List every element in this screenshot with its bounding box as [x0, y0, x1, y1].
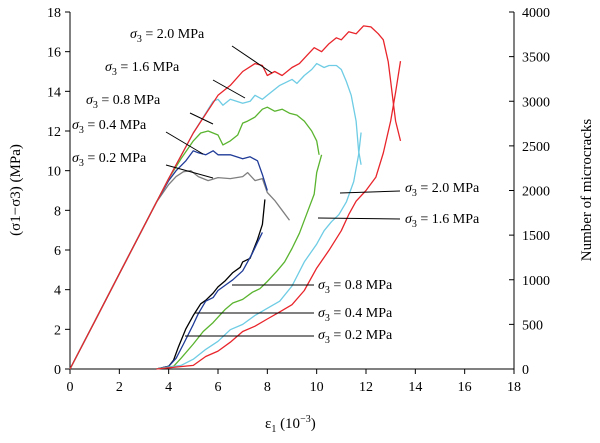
right-y-tick-label: 1500 [522, 229, 550, 244]
ticks-layer: 0 2 4 6 8 10 12 14 16 180246810121416180500100015… [47, 6, 550, 395]
annotation-subscript: 3 [412, 219, 417, 230]
annotation-symbol: σ [405, 212, 413, 227]
right-y-tick-label: 0 [522, 363, 529, 378]
annotation-subscript: 3 [137, 34, 142, 45]
x-tick-label: 16 [458, 380, 472, 395]
annotation-subscript: 3 [325, 313, 330, 324]
annotation-value: = 0.4 MPa [330, 306, 393, 321]
series-layer [69, 25, 402, 370]
x-axis-title-sub: 1 [271, 424, 276, 435]
annotation-symbol: σ [318, 306, 326, 321]
annotation-subscript: 3 [325, 285, 330, 296]
right-y-tick-label: 2000 [522, 185, 550, 200]
annotation-leader-line [165, 131, 204, 155]
stress-curve-2 [69, 106, 320, 370]
annotation-label: σ3 = 2.0 MPa [130, 27, 205, 45]
right-y-tick-label: 3000 [522, 95, 550, 110]
right-y-tick-label: 4000 [522, 6, 550, 21]
stress-curve-3 [69, 62, 362, 370]
annotation-symbol: σ [130, 27, 138, 42]
annotation-symbol: σ [72, 151, 80, 166]
x-tick-label: 8 [264, 380, 271, 395]
annotation-leader-line [212, 79, 246, 99]
annotation-subscript: 3 [112, 67, 117, 78]
right-y-axis-title: Number of microcracks [579, 119, 595, 262]
right-y-tick-label: 500 [522, 318, 543, 333]
left-y-tick-label: 4 [54, 284, 61, 299]
annotation-symbol: σ [105, 60, 113, 75]
x-axis-title-exp: −3 [300, 414, 311, 425]
left-y-tick-label: 6 [54, 244, 61, 259]
annotation-subscript: 3 [93, 100, 98, 111]
x-axis-title-end: ) [311, 416, 316, 432]
annotation-label: σ3 = 2.0 MPa [405, 181, 480, 199]
x-tick-label: 6 [215, 380, 222, 395]
x-axis-title: ε1 (10−3) [265, 414, 316, 435]
x-axis-title-main: ε [265, 416, 271, 432]
annotation-label: σ3 = 0.4 MPa [72, 118, 147, 136]
microcrack-curve-6 [156, 232, 263, 370]
annotation-subscript: 3 [79, 158, 84, 169]
left-y-tick-label: 18 [47, 6, 61, 21]
annotation-value: = 2.0 MPa [417, 181, 480, 196]
annotation-value: = 0.2 MPa [330, 328, 393, 343]
annotation-symbol: σ [318, 328, 326, 343]
annotation-label: σ3 = 0.2 MPa [318, 328, 393, 346]
annotation-subscript: 3 [325, 335, 330, 346]
left-y-tick-label: 16 [47, 46, 61, 61]
annotation-leader-line [189, 112, 214, 125]
x-tick-label: 4 [165, 380, 172, 395]
microcrack-curve-7 [156, 154, 323, 370]
annotation-value: = 0.8 MPa [98, 93, 161, 108]
annotation-value: = 0.2 MPa [84, 151, 147, 166]
right-y-tick-label: 1000 [522, 274, 550, 289]
annotation-label: σ3 = 0.8 MPa [86, 93, 161, 111]
annotation-value: = 0.4 MPa [84, 118, 147, 133]
x-tick-label: 14 [408, 380, 422, 395]
annotation-label: σ3 = 0.4 MPa [318, 306, 393, 324]
annotation-value: = 2.0 MPa [142, 27, 205, 42]
microcrack-curve-9 [156, 60, 402, 370]
annotation-value: = 0.8 MPa [330, 278, 393, 293]
annotation-subscript: 3 [79, 125, 84, 136]
annotation-label: σ3 = 1.6 MPa [405, 212, 480, 230]
microcrack-curve-8 [156, 132, 362, 370]
left-y-tick-label: 12 [47, 125, 61, 140]
right-y-tick-label: 3500 [522, 51, 550, 66]
annotation-leader-line [317, 217, 401, 220]
x-axis-title-tail: (10 [276, 416, 300, 432]
right-y-tick-label: 2500 [522, 140, 550, 155]
annotation-value: = 1.6 MPa [417, 212, 480, 227]
annotation-leader-line [339, 190, 401, 194]
left-y-tick-label: 2 [54, 323, 61, 338]
annotation-label: σ3 = 0.8 MPa [318, 278, 393, 296]
x-tick-label: 18 [507, 380, 521, 395]
annotation-symbol: σ [86, 93, 94, 108]
left-y-tick-label: 8 [54, 204, 61, 219]
annotation-leader-line [165, 164, 214, 179]
x-tick-label: 10 [310, 380, 324, 395]
annotation-symbol: σ [72, 118, 80, 133]
annotation-label: σ3 = 1.6 MPa [105, 60, 180, 78]
x-tick-label: 12 [359, 380, 373, 395]
x-tick-label: 2 [116, 380, 123, 395]
stress-curve-4 [69, 25, 402, 370]
left-y-tick-label: 14 [47, 85, 61, 100]
annotation-symbol: σ [318, 278, 326, 293]
left-y-tick-label: 0 [54, 363, 61, 378]
left-y-axis-title: (σ1−σ3) (MPa) [8, 144, 24, 236]
microcrack-curve-5 [156, 199, 266, 370]
annotation-leader-line [231, 45, 273, 74]
annotation-label: σ3 = 0.2 MPa [72, 151, 147, 169]
annotation-symbol: σ [405, 181, 413, 196]
annotation-value: = 1.6 MPa [117, 60, 180, 75]
stress-curve-0 [69, 170, 291, 370]
left-y-tick-label: 10 [47, 165, 61, 180]
annotation-subscript: 3 [412, 188, 417, 199]
x-tick-label: 0 [67, 380, 74, 395]
